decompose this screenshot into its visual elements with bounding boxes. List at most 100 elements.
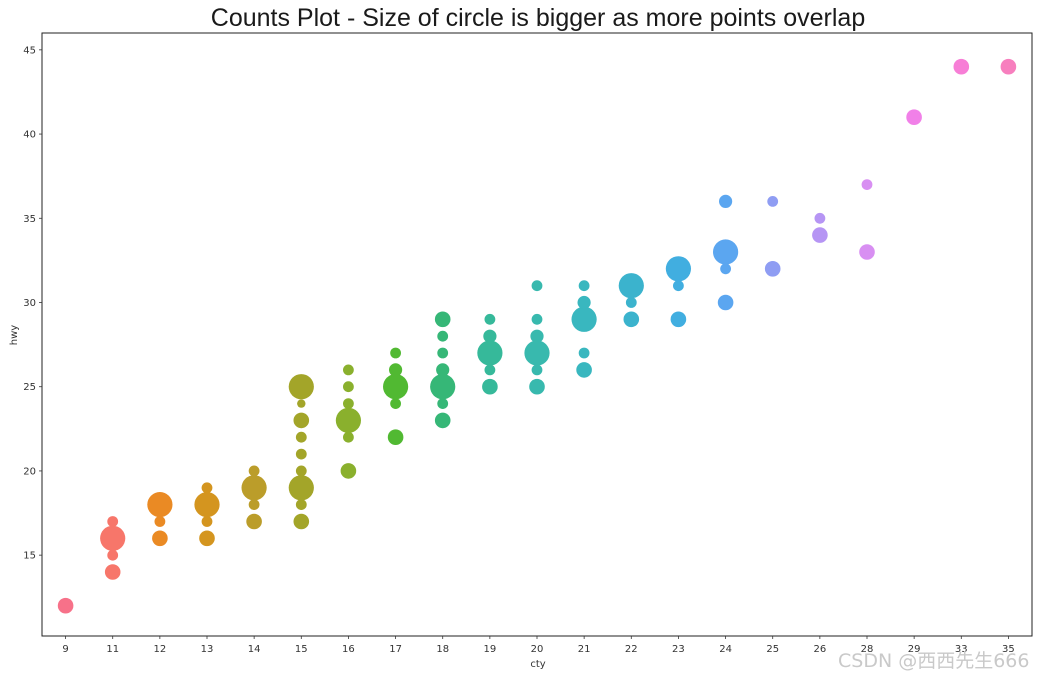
- scatter-point: [482, 378, 498, 395]
- scatter-point: [201, 482, 213, 494]
- y-tick-label: 45: [23, 45, 36, 56]
- scatter-point: [288, 374, 314, 400]
- x-tick-label: 18: [436, 644, 449, 655]
- scatter-point: [530, 329, 544, 343]
- scatter-point: [201, 516, 213, 527]
- scatter-point: [673, 280, 684, 292]
- scatter-point: [199, 530, 215, 547]
- x-axis-label: cty: [530, 659, 545, 670]
- scatter-point: [623, 311, 640, 328]
- scatter-point: [248, 499, 260, 510]
- y-tick-label: 15: [23, 551, 36, 562]
- scatter-point: [288, 475, 314, 501]
- scatter-point: [154, 516, 166, 527]
- scatter-point: [152, 530, 168, 547]
- x-tick-label: 23: [672, 644, 685, 655]
- scatter-point: [434, 311, 451, 328]
- scatter-point: [241, 475, 267, 501]
- scatter-point: [1000, 58, 1017, 75]
- scatter-point: [194, 492, 220, 518]
- scatter-point: [437, 330, 449, 342]
- scatter-point: [57, 597, 74, 614]
- x-tick-label: 15: [295, 644, 308, 655]
- scatter-point: [764, 261, 781, 277]
- scatter-point: [906, 109, 922, 125]
- y-axis-label: hwy: [9, 325, 20, 346]
- x-tick-label: 16: [342, 644, 355, 655]
- scatter-point: [389, 363, 403, 377]
- scatter-point: [343, 364, 354, 376]
- x-axis-ticks: 9 11 12 13 14 15 16 17 18 19 20 21 22 23 24 25 26 28 29 33 3…: [62, 636, 1015, 655]
- scatter-point: [437, 398, 449, 409]
- x-tick-label: 25: [766, 644, 779, 655]
- scatter-point: [484, 313, 496, 325]
- scatter-point: [571, 306, 597, 332]
- scatter-point: [383, 374, 409, 400]
- scatter-point: [434, 412, 451, 429]
- chart-title: Counts Plot - Size of circle is bigger a…: [211, 4, 865, 32]
- scatter-point: [625, 297, 637, 308]
- scatter-point: [335, 407, 361, 433]
- scatter-point: [531, 280, 543, 292]
- scatter-point: [293, 412, 310, 429]
- x-tick-label: 19: [483, 644, 496, 655]
- x-tick-label: 24: [719, 644, 732, 655]
- scatter-point: [343, 398, 354, 409]
- x-tick-label: 28: [861, 644, 874, 655]
- scatter-point: [524, 340, 550, 366]
- scatter-point: [812, 227, 828, 243]
- scatter-point: [295, 431, 307, 443]
- scatter-point: [713, 239, 739, 265]
- x-tick-label: 13: [201, 644, 214, 655]
- scatter-point: [387, 429, 404, 446]
- x-tick-label: 14: [248, 644, 261, 655]
- x-tick-label: 26: [813, 644, 826, 655]
- y-tick-label: 40: [23, 130, 36, 141]
- scatter-point: [717, 294, 734, 311]
- watermark: CSDN @西西先生666: [838, 650, 1030, 672]
- scatter-point: [953, 58, 970, 75]
- scatter-point: [719, 194, 733, 208]
- scatter-point: [670, 311, 687, 328]
- scatter-point: [665, 256, 692, 282]
- scatter-point: [578, 280, 590, 292]
- scatter-point: [340, 463, 357, 479]
- scatter-point: [100, 525, 126, 551]
- y-tick-label: 35: [23, 214, 36, 225]
- x-tick-label: 11: [106, 644, 119, 655]
- scatter-point: [814, 212, 826, 224]
- points-layer: [57, 58, 1017, 614]
- y-axis-ticks: 15 20 25 30 35 40 45: [23, 45, 42, 562]
- scatter-point: [104, 564, 121, 580]
- x-tick-label: 12: [153, 644, 166, 655]
- scatter-point: [484, 364, 496, 376]
- x-tick-label: 29: [908, 644, 921, 655]
- scatter-point: [147, 492, 173, 518]
- y-tick-label: 30: [23, 298, 36, 309]
- scatter-point: [618, 273, 644, 299]
- scatter-point: [477, 340, 503, 366]
- scatter-point: [343, 431, 354, 443]
- scatter-point: [295, 499, 307, 510]
- scatter-point: [430, 374, 456, 400]
- scatter-point: [293, 513, 310, 530]
- scatter-point: [767, 196, 779, 207]
- y-tick-label: 25: [23, 382, 36, 393]
- scatter-point: [107, 549, 119, 561]
- scatter-point: [576, 362, 592, 378]
- scatter-point: [720, 263, 731, 275]
- scatter-point: [859, 244, 875, 260]
- y-tick-label: 20: [23, 466, 36, 477]
- x-tick-label: 22: [625, 644, 638, 655]
- x-tick-label: 9: [62, 644, 68, 655]
- scatter-point: [295, 465, 307, 477]
- scatter-point: [297, 399, 306, 408]
- scatter-point: [248, 465, 260, 477]
- scatter-point: [437, 347, 449, 359]
- x-tick-label: 17: [389, 644, 402, 655]
- scatter-point: [390, 398, 401, 409]
- scatter-point: [531, 313, 543, 325]
- scatter-point: [107, 516, 119, 527]
- scatter-point: [577, 295, 591, 310]
